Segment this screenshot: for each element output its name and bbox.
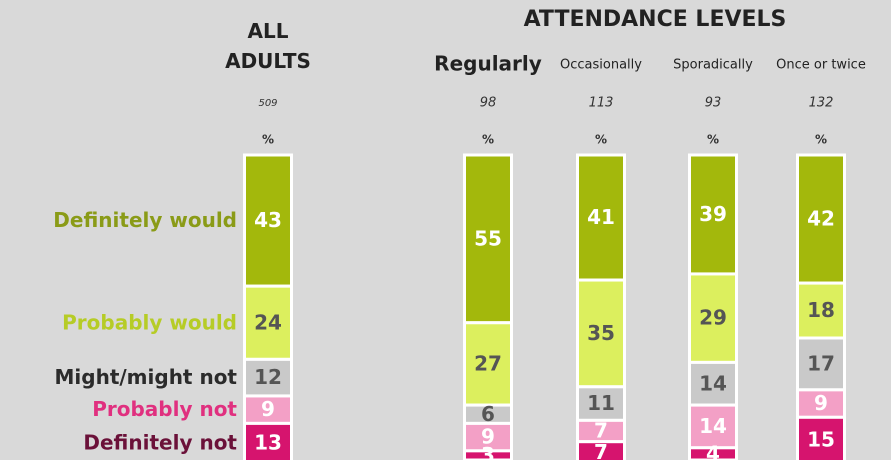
category-label: Once or twice: [776, 58, 866, 73]
value-label: 55: [474, 226, 502, 250]
sample-size: 113: [589, 96, 614, 111]
bar-segment: [576, 440, 626, 460]
value-label: 12: [254, 365, 282, 389]
value-label: 18: [807, 298, 835, 322]
bar-segment: [688, 153, 738, 276]
legend-label: Definitely would: [53, 208, 237, 232]
unit-label: %: [815, 133, 827, 147]
unit-label: %: [482, 133, 494, 147]
category-label: Occasionally: [560, 58, 642, 73]
value-label: 39: [699, 202, 727, 226]
bar-segment: [796, 281, 846, 340]
category-label: Sporadically: [673, 58, 753, 73]
sample-size: 132: [809, 96, 834, 111]
value-label: 35: [587, 321, 615, 345]
bar-segment: [688, 403, 738, 450]
bar-segment: [243, 421, 293, 460]
value-label: 29: [699, 306, 727, 330]
value-label: 11: [587, 391, 615, 415]
bar-segment: [463, 449, 513, 460]
chart-title: ATTENDANCE LEVELS: [524, 7, 787, 32]
value-label: 3: [481, 443, 495, 460]
value-label: 6: [481, 402, 495, 426]
legend-label: Probably not: [92, 397, 237, 421]
sample-size: 509: [258, 98, 277, 109]
value-label: 17: [807, 351, 835, 375]
category-label: Regularly: [434, 52, 542, 76]
unit-label: %: [262, 133, 274, 147]
sample-size: 93: [705, 96, 722, 111]
group-label: ALL ADULTS: [225, 19, 311, 73]
bar-segment: [576, 385, 626, 422]
bar-segment: [243, 394, 293, 425]
unit-label: %: [707, 133, 719, 147]
value-label: 9: [261, 397, 275, 421]
unit-label: %: [595, 133, 607, 147]
value-label: 14: [699, 371, 727, 395]
bar-segment: [796, 388, 846, 419]
value-label: 9: [481, 425, 495, 449]
legend-label: Definitely not: [83, 431, 237, 455]
value-label: 7: [594, 419, 608, 443]
value-label: 4: [706, 441, 720, 460]
sample-size: 98: [480, 96, 497, 111]
value-label: 13: [254, 431, 282, 455]
bar-segment: [688, 360, 738, 407]
legend-label: Might/might not: [55, 365, 238, 389]
bar-segment: [463, 321, 513, 407]
value-label: 27: [474, 351, 502, 375]
bar-segment: [463, 153, 513, 325]
bar-segment: [796, 415, 846, 460]
value-label: 9: [814, 391, 828, 415]
value-label: 7: [594, 440, 608, 460]
value-label: 15: [807, 428, 835, 452]
value-label: 24: [254, 310, 282, 334]
bar-segment: [796, 153, 846, 285]
value-label: 14: [699, 414, 727, 438]
value-label: 43: [254, 208, 282, 232]
legend-label: Probably would: [62, 310, 237, 334]
value-label: 42: [807, 207, 835, 231]
value-label: 41: [587, 205, 615, 229]
bar-segment: [576, 153, 626, 282]
bar-segment: [688, 272, 738, 364]
